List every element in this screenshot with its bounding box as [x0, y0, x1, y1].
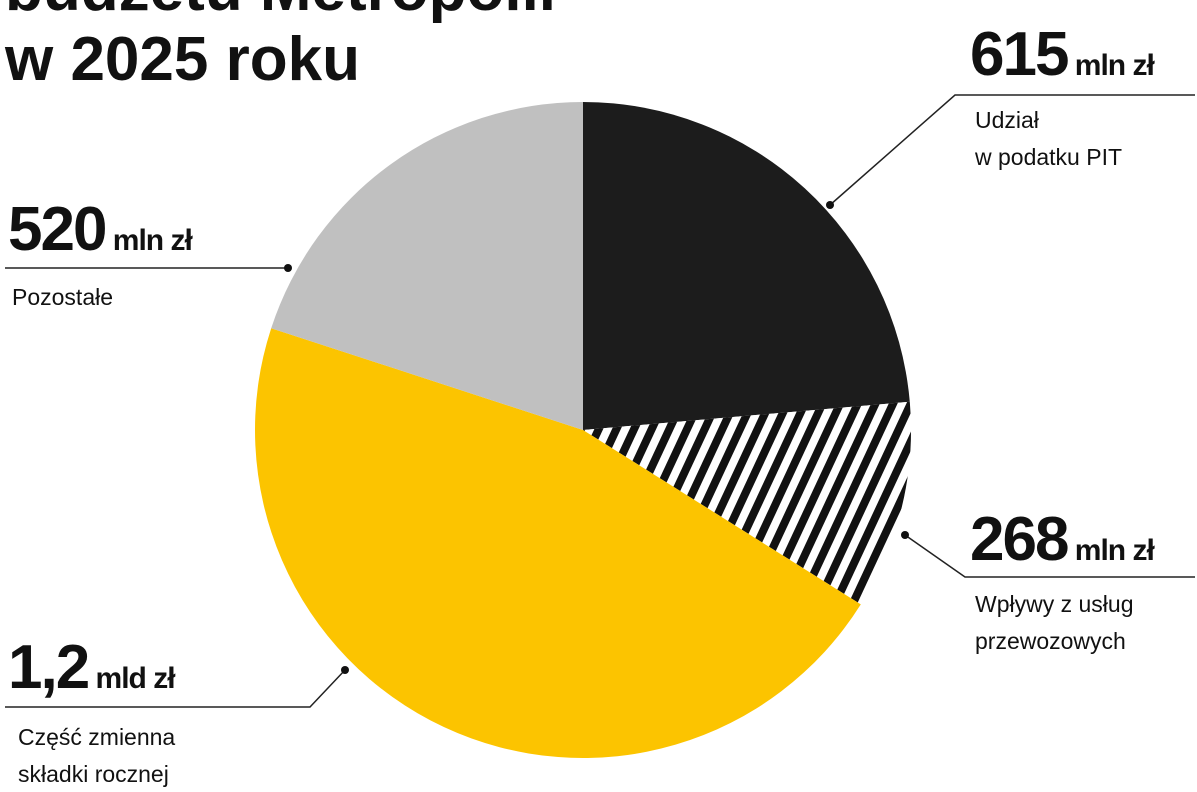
leader-line [829, 94, 1195, 206]
data-label: 615 mln zł [970, 20, 1155, 89]
data-label: 1,2 mld zł [8, 633, 176, 702]
leader-dot [826, 201, 834, 209]
data-label: 268 mln zł [970, 505, 1155, 574]
leader-dot [341, 666, 349, 674]
pie-slice [583, 401, 911, 605]
leader-dot [901, 531, 909, 539]
category-label: Wpływy z usług przewozowych [975, 591, 1133, 654]
category-label: Udział w podatku PIT [974, 107, 1122, 170]
leader-line [5, 669, 346, 708]
data-label: 520 mln zł [8, 195, 193, 264]
category-label: Część zmienna składki rocznej [18, 724, 175, 787]
leader-dot [284, 264, 292, 272]
pie-slice [255, 328, 861, 758]
category-label: Pozostałe [12, 284, 113, 310]
leader-line [904, 534, 1195, 578]
chart-title: budżetu Metropolii [5, 0, 556, 24]
pie-slice [583, 102, 910, 430]
chart-title: w 2025 roku [4, 25, 360, 94]
pie-slice [271, 102, 583, 430]
